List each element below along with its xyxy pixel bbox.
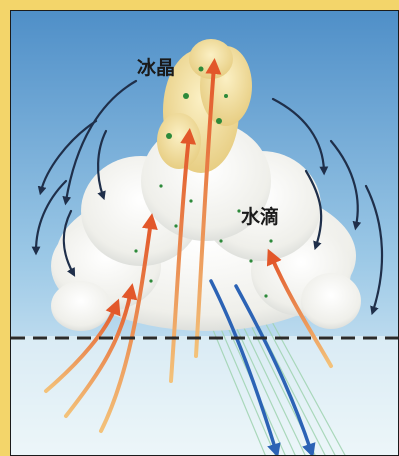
outflow-arrow-right-3 xyxy=(304,169,323,251)
outflow-arrow-right-2 xyxy=(329,139,362,231)
outflow-arrows xyxy=(31,79,384,316)
updraft-arrow-inner-left xyxy=(169,128,197,383)
outflow-arrow-right-1 xyxy=(271,97,329,176)
updraft-arrow-far-left xyxy=(44,298,121,393)
updraft-arrow-center xyxy=(194,58,222,358)
outflow-arrow-left-4 xyxy=(96,129,108,201)
updraft-arrow-right xyxy=(266,248,333,368)
updraft-arrow-low-left xyxy=(64,283,138,418)
outflow-arrow-left-5 xyxy=(62,209,76,277)
diagram-panel: 冰晶 水滴 xyxy=(10,10,399,456)
ground-area xyxy=(11,336,398,455)
thunderstorm-diagram: 冰晶 水滴 xyxy=(11,11,398,455)
outflow-arrow-left-3 xyxy=(31,179,68,256)
outflow-arrow-left-2 xyxy=(37,119,98,196)
updraft-arrows xyxy=(44,58,333,433)
downdraft-arrow-2 xyxy=(234,284,316,455)
outflow-arrow-left-1 xyxy=(62,79,138,206)
label-ice-crystals: 冰晶 xyxy=(137,56,175,79)
updraft-arrow-mid-left xyxy=(99,213,158,433)
outflow-arrow-right-4 xyxy=(364,184,384,316)
particle-dots xyxy=(134,66,273,298)
downdraft-arrow-1 xyxy=(209,279,281,455)
rain-downdraft-arrows xyxy=(209,279,316,455)
label-water-droplets: 水滴 xyxy=(241,205,279,228)
